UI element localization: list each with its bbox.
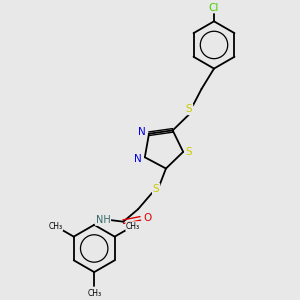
Text: S: S [186, 104, 192, 114]
Text: S: S [153, 184, 159, 194]
Text: Cl: Cl [209, 2, 219, 13]
Text: CH₃: CH₃ [126, 222, 140, 231]
Text: CH₃: CH₃ [87, 289, 101, 298]
Text: N: N [134, 154, 142, 164]
Text: CH₃: CH₃ [49, 222, 63, 231]
Text: N: N [138, 127, 146, 137]
Text: O: O [143, 213, 152, 224]
Text: NH: NH [96, 215, 110, 225]
Text: S: S [186, 147, 192, 157]
